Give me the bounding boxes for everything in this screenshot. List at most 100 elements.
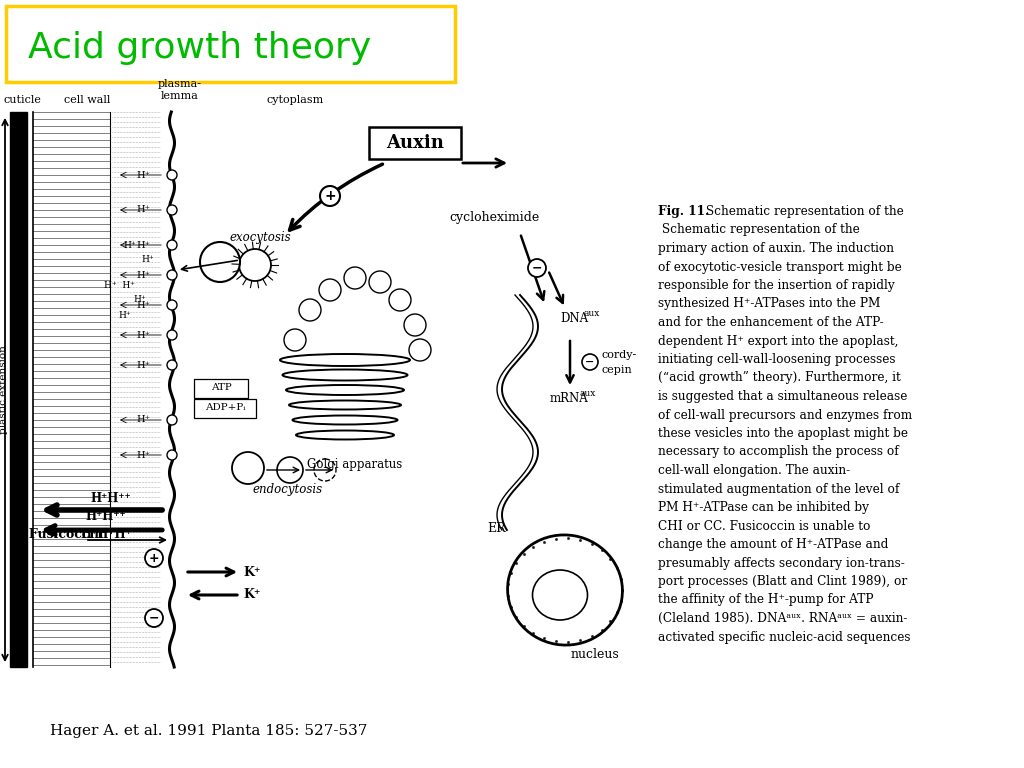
Text: of cell-wall precursors and enzymes from: of cell-wall precursors and enzymes from — [658, 409, 912, 422]
Text: H⁺: H⁺ — [134, 296, 146, 304]
Circle shape — [299, 299, 321, 321]
Text: cepin: cepin — [602, 365, 633, 375]
Text: H⁺: H⁺ — [136, 240, 150, 250]
Text: H⁺: H⁺ — [136, 415, 150, 425]
Text: −: − — [531, 261, 543, 274]
Text: −: − — [586, 357, 595, 367]
Text: mRNA: mRNA — [550, 392, 589, 405]
Text: → Fusicoccin: → Fusicoccin — [14, 528, 103, 541]
Text: synthesized H⁺-ATPases into the PM: synthesized H⁺-ATPases into the PM — [658, 297, 881, 310]
Text: stimulated augmentation of the level of: stimulated augmentation of the level of — [658, 482, 899, 495]
Text: H⁺: H⁺ — [136, 270, 150, 280]
Text: ER: ER — [487, 522, 506, 535]
Text: Auxin: Auxin — [386, 134, 444, 152]
Circle shape — [167, 300, 177, 310]
Text: presumably affects secondary ion-trans-: presumably affects secondary ion-trans- — [658, 557, 905, 570]
Circle shape — [167, 330, 177, 340]
Text: Acid growth theory: Acid growth theory — [28, 31, 372, 65]
Circle shape — [167, 360, 177, 370]
FancyBboxPatch shape — [194, 379, 248, 398]
Text: +: + — [325, 189, 336, 203]
Text: DNA: DNA — [560, 312, 588, 325]
Text: cordy-: cordy- — [602, 350, 637, 360]
Text: (Cleland 1985). DNAᵃᵘˣ. RNAᵃᵘˣ = auxin-: (Cleland 1985). DNAᵃᵘˣ. RNAᵃᵘˣ = auxin- — [658, 612, 907, 625]
Text: H⁺: H⁺ — [136, 360, 150, 369]
Text: H⁺H⁺⁺: H⁺H⁺⁺ — [90, 492, 131, 505]
FancyBboxPatch shape — [369, 127, 461, 159]
Circle shape — [344, 267, 366, 289]
Text: Schematic representation of the: Schematic representation of the — [658, 223, 860, 237]
Text: H⁺: H⁺ — [119, 310, 131, 319]
Text: Hager A. et al. 1991 Planta 185: 527-537: Hager A. et al. 1991 Planta 185: 527-537 — [50, 724, 368, 738]
Circle shape — [278, 457, 303, 483]
Text: cuticle: cuticle — [3, 95, 41, 105]
Text: responsible for the insertion of rapidly: responsible for the insertion of rapidly — [658, 279, 895, 292]
Text: nucleus: nucleus — [570, 648, 620, 661]
Text: dependent H⁺ export into the apoplast,: dependent H⁺ export into the apoplast, — [658, 335, 898, 347]
Text: K⁺: K⁺ — [243, 565, 260, 578]
Text: H⁺H⁺⁺: H⁺H⁺⁺ — [85, 509, 126, 522]
Text: cytoplasm: cytoplasm — [266, 95, 324, 105]
Circle shape — [167, 205, 177, 215]
Text: H⁺: H⁺ — [136, 300, 150, 310]
Text: H⁺: H⁺ — [141, 256, 155, 264]
Circle shape — [239, 249, 271, 281]
Text: (“acid growth” theory). Furthermore, it: (“acid growth” theory). Furthermore, it — [658, 372, 901, 385]
FancyBboxPatch shape — [6, 6, 455, 82]
Circle shape — [314, 459, 336, 481]
Text: H⁺: H⁺ — [136, 451, 150, 459]
Text: aux: aux — [580, 389, 596, 399]
Text: endocytosis: endocytosis — [253, 484, 323, 496]
Circle shape — [582, 354, 598, 370]
Circle shape — [319, 279, 341, 301]
Text: cell-wall elongation. The auxin-: cell-wall elongation. The auxin- — [658, 464, 850, 477]
Text: H⁺: H⁺ — [136, 170, 150, 180]
Text: activated specific nucleic-acid sequences: activated specific nucleic-acid sequence… — [658, 631, 910, 644]
Circle shape — [369, 271, 391, 293]
Text: K⁺: K⁺ — [243, 588, 260, 601]
Circle shape — [167, 170, 177, 180]
Text: plastic extension: plastic extension — [0, 346, 8, 435]
Text: Schematic representation of the: Schematic representation of the — [702, 205, 904, 218]
Text: H⁺: H⁺ — [136, 330, 150, 339]
Circle shape — [167, 450, 177, 460]
Text: +: + — [148, 551, 160, 564]
Text: Golgi apparatus: Golgi apparatus — [307, 458, 402, 471]
Text: the affinity of the H⁺-pump for ATP: the affinity of the H⁺-pump for ATP — [658, 594, 873, 607]
Circle shape — [167, 415, 177, 425]
Circle shape — [232, 452, 264, 484]
Circle shape — [404, 314, 426, 336]
Bar — [10, 112, 27, 667]
FancyBboxPatch shape — [194, 399, 256, 418]
Text: exocytosis: exocytosis — [229, 231, 291, 244]
Text: primary action of auxin. The induction: primary action of auxin. The induction — [658, 242, 894, 255]
Circle shape — [145, 549, 163, 567]
Text: H⁺: H⁺ — [124, 240, 136, 250]
Text: is suggested that a simultaneous release: is suggested that a simultaneous release — [658, 390, 907, 403]
Text: cell wall: cell wall — [63, 95, 111, 105]
Circle shape — [409, 339, 431, 361]
Text: of exocytotic-vesicle transport might be: of exocytotic-vesicle transport might be — [658, 260, 902, 273]
Text: and for the enhancement of the ATP-: and for the enhancement of the ATP- — [658, 316, 884, 329]
Circle shape — [319, 186, 340, 206]
Circle shape — [200, 242, 240, 282]
Text: aux: aux — [584, 310, 600, 319]
Circle shape — [284, 329, 306, 351]
Circle shape — [145, 609, 163, 627]
Circle shape — [528, 259, 546, 277]
Circle shape — [389, 289, 411, 311]
Text: cycloheximide: cycloheximide — [450, 211, 540, 224]
Text: CHI or CC. Fusicoccin is unable to: CHI or CC. Fusicoccin is unable to — [658, 519, 870, 532]
Text: port processes (Blatt and Clint 1989), or: port processes (Blatt and Clint 1989), o… — [658, 575, 907, 588]
Text: −: − — [148, 611, 160, 624]
Circle shape — [167, 240, 177, 250]
Text: initiating cell-wall-loosening processes: initiating cell-wall-loosening processes — [658, 353, 896, 366]
Text: ATP: ATP — [211, 383, 231, 392]
Text: necessary to accomplish the process of: necessary to accomplish the process of — [658, 445, 899, 458]
Text: ADP+Pᵢ: ADP+Pᵢ — [205, 403, 245, 412]
Text: Fig. 11.: Fig. 11. — [658, 205, 710, 218]
Text: plasma-
lemma: plasma- lemma — [158, 79, 202, 101]
Text: H⁺: H⁺ — [136, 206, 150, 214]
Text: PM H⁺-ATPase can be inhibited by: PM H⁺-ATPase can be inhibited by — [658, 501, 869, 514]
Circle shape — [167, 270, 177, 280]
